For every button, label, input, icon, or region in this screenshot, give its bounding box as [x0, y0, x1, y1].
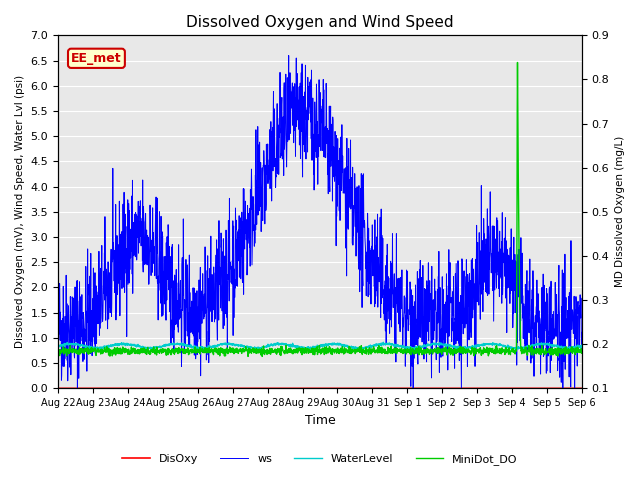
WaterLevel	[302, 347, 310, 353]
Text: EE_met: EE_met	[71, 52, 122, 65]
WaterLevel	[81, 344, 88, 349]
DisOxy	[563, 385, 571, 391]
Line: MiniDot_DO: MiniDot_DO	[58, 62, 582, 357]
X-axis label: Time: Time	[305, 414, 335, 427]
MiniDot_DO	[54, 349, 62, 355]
DisOxy	[563, 385, 570, 391]
WaterLevel	[578, 343, 586, 348]
MiniDot_DO	[81, 346, 88, 351]
ws	[285, 53, 292, 59]
WaterLevel	[467, 345, 475, 351]
DisOxy	[309, 385, 317, 391]
ws	[74, 385, 81, 391]
ws	[296, 142, 303, 148]
DisOxy	[467, 385, 474, 391]
ws	[563, 317, 571, 323]
WaterLevel	[563, 346, 571, 351]
MiniDot_DO	[563, 351, 571, 357]
Title: Dissolved Oxygen and Wind Speed: Dissolved Oxygen and Wind Speed	[186, 15, 454, 30]
ws	[310, 132, 317, 137]
MiniDot_DO	[514, 60, 522, 65]
ws	[467, 335, 475, 340]
ws	[54, 311, 62, 316]
ws	[578, 346, 586, 351]
WaterLevel	[380, 339, 387, 345]
ws	[563, 334, 571, 340]
MiniDot_DO	[578, 350, 586, 356]
MiniDot_DO	[259, 354, 266, 360]
Line: WaterLevel: WaterLevel	[58, 342, 582, 350]
Y-axis label: MD Dissolved Oxygen (mg/L): MD Dissolved Oxygen (mg/L)	[615, 136, 625, 288]
MiniDot_DO	[563, 348, 571, 354]
ws	[81, 339, 89, 345]
DisOxy	[578, 385, 586, 391]
MiniDot_DO	[467, 351, 475, 357]
Y-axis label: Dissolved Oxygen (mV), Wind Speed, Water Lvl (psi): Dissolved Oxygen (mV), Wind Speed, Water…	[15, 75, 25, 348]
WaterLevel	[54, 344, 62, 349]
WaterLevel	[295, 344, 303, 349]
DisOxy	[295, 385, 303, 391]
Legend: DisOxy, ws, WaterLevel, MiniDot_DO: DisOxy, ws, WaterLevel, MiniDot_DO	[118, 450, 522, 469]
DisOxy	[54, 385, 62, 391]
MiniDot_DO	[295, 345, 303, 351]
DisOxy	[81, 385, 88, 391]
WaterLevel	[309, 343, 317, 349]
WaterLevel	[563, 347, 571, 352]
Line: ws: ws	[58, 56, 582, 388]
MiniDot_DO	[309, 352, 317, 358]
